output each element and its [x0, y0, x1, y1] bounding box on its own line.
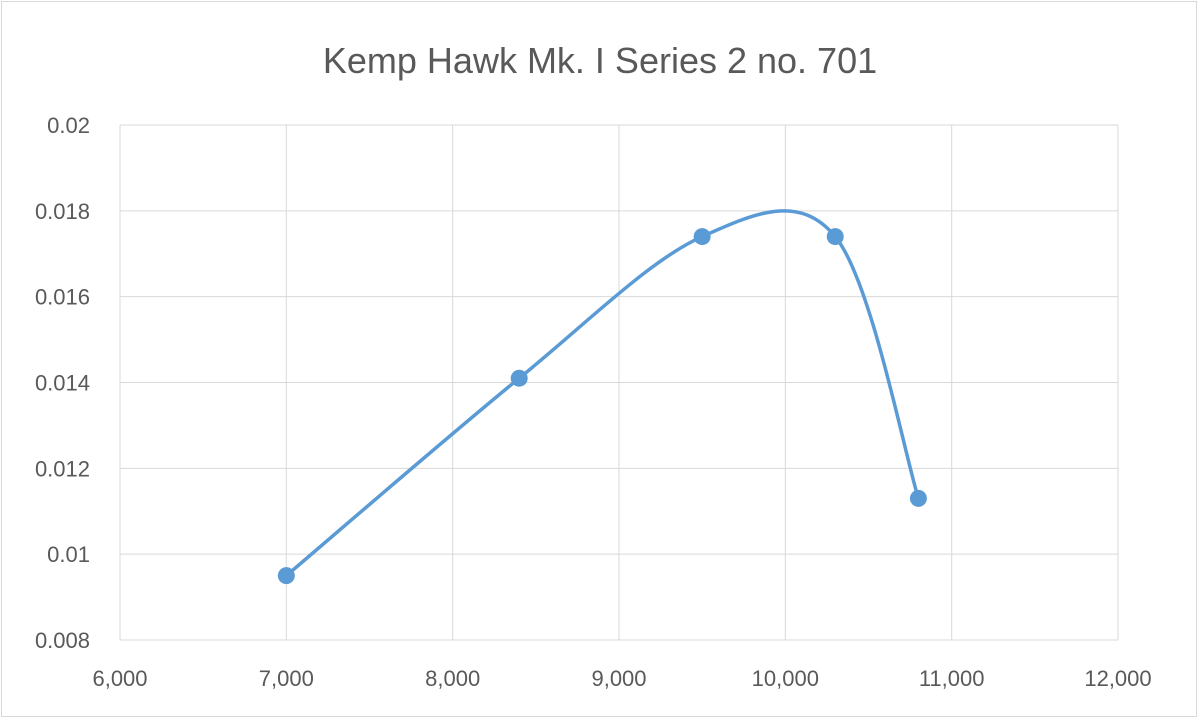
x-tick-label: 6,000 [92, 666, 147, 691]
x-tick-label: 7,000 [259, 666, 314, 691]
x-tick-label: 9,000 [591, 666, 646, 691]
y-tick-label: 0.02 [47, 113, 90, 138]
data-point [693, 228, 711, 246]
x-tick-label: 12,000 [1084, 666, 1151, 691]
data-point [826, 228, 844, 246]
data-point [277, 567, 295, 585]
y-tick-label: 0.018 [35, 199, 90, 224]
y-tick-label: 0.01 [47, 542, 90, 567]
x-tick-label: 8,000 [425, 666, 480, 691]
y-tick-label: 0.016 [35, 285, 90, 310]
x-tick-label: 10,000 [752, 666, 819, 691]
x-tick-label: 11,000 [919, 666, 985, 691]
data-point [909, 489, 927, 507]
y-tick-label: 0.014 [35, 371, 90, 396]
data-point [510, 369, 528, 387]
chart-title: Kemp Hawk Mk. I Series 2 no. 701 [323, 40, 877, 81]
y-tick-label: 0.008 [35, 628, 90, 653]
series-line [284, 209, 921, 578]
y-tick-label: 0.012 [35, 456, 90, 481]
